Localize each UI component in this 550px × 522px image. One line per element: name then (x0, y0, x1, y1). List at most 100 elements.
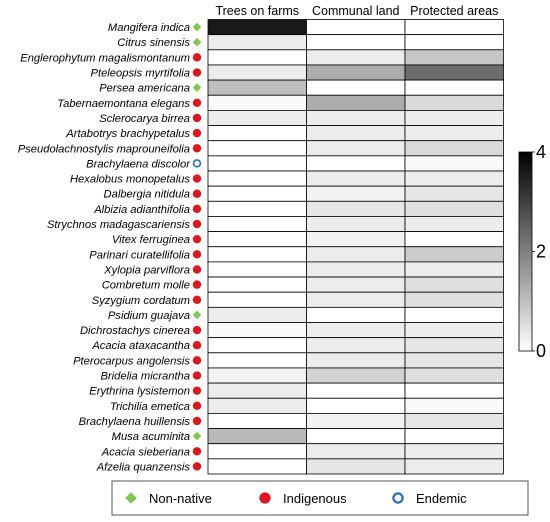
indigenous-dot-icon (192, 68, 202, 77)
heatmap-cell (404, 140, 504, 157)
indigenous-dot-icon (192, 98, 202, 108)
heatmap-cell (306, 110, 406, 126)
legend-label: Endemic (416, 491, 467, 506)
colorbar-tick-label: 0 (536, 341, 546, 361)
heatmap-cell (306, 125, 406, 142)
heatmap-cell (404, 155, 504, 172)
species-label: Afzelia quanzensis (96, 461, 191, 473)
indigenous-dot-icon (192, 386, 202, 395)
non-native-diamond-icon (192, 310, 202, 320)
endemic-ring-icon (192, 159, 202, 168)
species-label: Pteleopsis myrtifolia (91, 68, 190, 80)
non-native-diamond-icon (192, 22, 202, 32)
heatmap-cell (207, 443, 307, 460)
heatmap-cell (207, 276, 307, 293)
species-label: Tabernaemontana elegans (57, 98, 190, 110)
endemic-ring-icon (392, 492, 404, 504)
heatmap-cell (207, 306, 307, 323)
origin-markers (192, 22, 202, 471)
species-label: Brachylaena discolor (86, 158, 191, 170)
heatmap-cell (306, 216, 406, 232)
species-label: Psidium guajava (108, 310, 190, 322)
heatmap-cell (207, 155, 307, 172)
heatmap-cell (404, 170, 504, 187)
colorbar-tick-label: 2 (536, 242, 546, 262)
heatmap-cell (306, 276, 406, 293)
heatmap-cell (404, 428, 504, 445)
heatmap-cells (207, 19, 504, 475)
heatmap-cell (207, 397, 307, 414)
heatmap-cell (404, 397, 504, 414)
species-label: Albizia adianthifolia (93, 204, 190, 216)
indigenous-dot-icon (192, 128, 202, 138)
species-label: Citrus sinensis (117, 37, 190, 49)
non-native-diamond-icon (192, 431, 202, 441)
heatmap-cell (207, 125, 307, 142)
non-native-diamond-icon (125, 492, 137, 504)
heatmap-cell (404, 110, 504, 126)
species-label: Parinari curatellifolia (89, 249, 190, 261)
heatmap-cell (306, 337, 406, 354)
species-labels: Mangifera indica Citrus sinensis Engleroph… (18, 22, 192, 473)
indigenous-dot-icon (192, 219, 202, 229)
heatmap-cell (306, 443, 406, 460)
species-label: Acacia ataxacantha (91, 340, 190, 352)
heatmap-cell (207, 291, 307, 308)
indigenous-dot-icon (192, 416, 202, 426)
heatmap-cell (306, 140, 406, 157)
species-label: Pterocarpus angolensis (73, 355, 190, 367)
heatmap-cell (207, 216, 307, 232)
legend-box (111, 480, 529, 516)
heatmap-cell (404, 94, 504, 111)
indigenous-dot-icon (259, 492, 271, 504)
heatmap-cell (306, 64, 406, 81)
heatmap-cell (404, 261, 504, 278)
heatmap-cell (404, 337, 504, 354)
heatmap-cell (207, 458, 307, 475)
species-label: Strychnos madagascariensis (47, 219, 190, 231)
heatmap-cell (207, 79, 307, 96)
heatmap-cell (207, 94, 307, 111)
heatmap-cell (404, 185, 504, 202)
heatmap-cell (207, 200, 307, 217)
heatmap-cell (404, 443, 504, 460)
heatmap-cell (207, 382, 307, 399)
heatmap-cell (207, 261, 307, 278)
species-label: Erythrina lysistemon (89, 386, 190, 398)
colorbar: 4 2 0 (518, 142, 546, 361)
heatmap-cell (306, 231, 406, 248)
heatmap-cell (207, 19, 307, 36)
indigenous-dot-icon (192, 447, 202, 456)
heatmap-cell (306, 200, 406, 217)
indigenous-dot-icon (192, 113, 202, 123)
heatmap-cell (207, 140, 307, 157)
heatmap-cell (306, 34, 406, 51)
heatmap-cell (404, 367, 504, 384)
heatmap-cell (306, 352, 406, 369)
heatmap-cell (306, 49, 406, 66)
indigenous-dot-icon (192, 295, 202, 304)
species-label: Pseudolachnostylis maprouneifolia (18, 143, 190, 155)
indigenous-dot-icon (192, 341, 202, 350)
legend: Non-native Indigenous Endemic (111, 480, 529, 516)
heatmap-cell (207, 412, 307, 429)
indigenous-dot-icon (192, 250, 202, 259)
species-label: Dichrostachys cinerea (80, 325, 190, 337)
heatmap-cell (404, 125, 504, 142)
heatmap-cell (207, 367, 307, 384)
heatmap-cell (306, 458, 406, 475)
heatmap-cell (207, 428, 307, 445)
heatmap-cell (207, 170, 307, 187)
heatmap-cell (306, 79, 406, 96)
heatmap-cell (404, 79, 504, 96)
species-label: Dalbergia nitidula (104, 189, 190, 201)
heatmap-cell (207, 34, 307, 51)
heatmap-cell (404, 64, 504, 81)
heatmap-cell (207, 49, 307, 66)
indigenous-dot-icon (192, 401, 202, 411)
heatmap-cell (404, 322, 504, 339)
species-label: Acacia sieberiana (101, 446, 190, 458)
indigenous-dot-icon (192, 204, 202, 214)
species-label: Combretum molle (102, 280, 190, 292)
colorbar-tick-label: 4 (536, 142, 546, 162)
